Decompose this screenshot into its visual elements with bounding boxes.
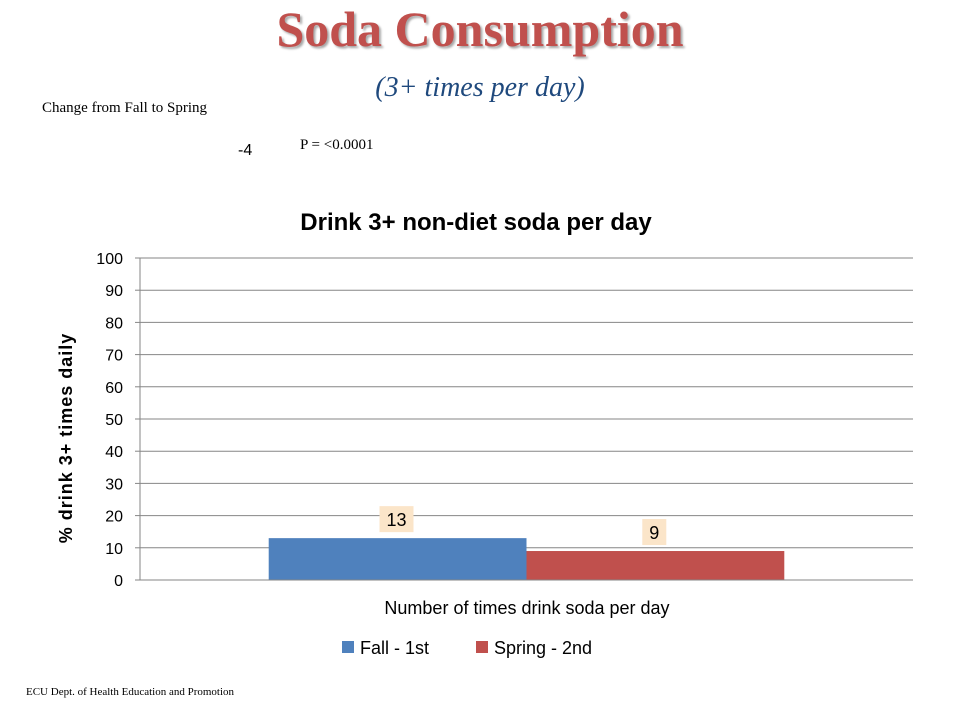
legend-label: Fall - 1st: [360, 638, 429, 658]
change-value: -4: [238, 142, 253, 159]
y-tick-label: 20: [105, 509, 123, 526]
bar-chart: Drink 3+ non-diet soda per day 0 10 20 30 40…: [56, 209, 913, 658]
gridlines: [140, 257, 913, 549]
y-tick-label: 50: [105, 412, 123, 429]
y-tick-label: 40: [105, 444, 123, 461]
y-tick-label: 60: [105, 380, 123, 397]
y-tick-label: 30: [105, 476, 123, 493]
bar-spring-2nd: [526, 551, 785, 580]
slide-title: Soda Consumption: [276, 1, 684, 57]
data-label: 9: [649, 523, 659, 543]
y-tick-label: 0: [114, 573, 123, 590]
data-labels: 13 9: [379, 506, 667, 546]
legend-swatch: [342, 641, 354, 653]
data-label-box: [642, 519, 667, 546]
y-axis-ticks: 0 10 20 30 40 50 60 70 80 90 100: [96, 251, 140, 590]
change-label: Change from Fall to Spring: [42, 100, 207, 116]
y-tick-label: 80: [105, 315, 123, 332]
y-tick-label: 100: [96, 251, 123, 268]
y-axis-label: % drink 3+ times daily: [56, 333, 76, 544]
bars: [268, 538, 785, 580]
data-label-box: [379, 506, 414, 533]
y-tick-label: 10: [105, 541, 123, 558]
bar-fall-1st: [268, 538, 527, 580]
x-axis-label: Number of times drink soda per day: [384, 598, 669, 618]
y-tick-label: 90: [105, 283, 123, 300]
legend-swatch: [476, 641, 488, 653]
legend: Fall - 1st Spring - 2nd: [342, 638, 592, 658]
legend-label: Spring - 2nd: [494, 638, 592, 658]
footer: ECU Dept. of Health Education and Promot…: [26, 686, 235, 698]
slide-subtitle: (3+ times per day): [375, 72, 585, 103]
y-tick-label: 70: [105, 348, 123, 365]
chart-title: Drink 3+ non-diet soda per day: [300, 209, 652, 236]
data-label: 13: [386, 510, 406, 530]
p-value: P = <0.0001: [300, 137, 374, 153]
